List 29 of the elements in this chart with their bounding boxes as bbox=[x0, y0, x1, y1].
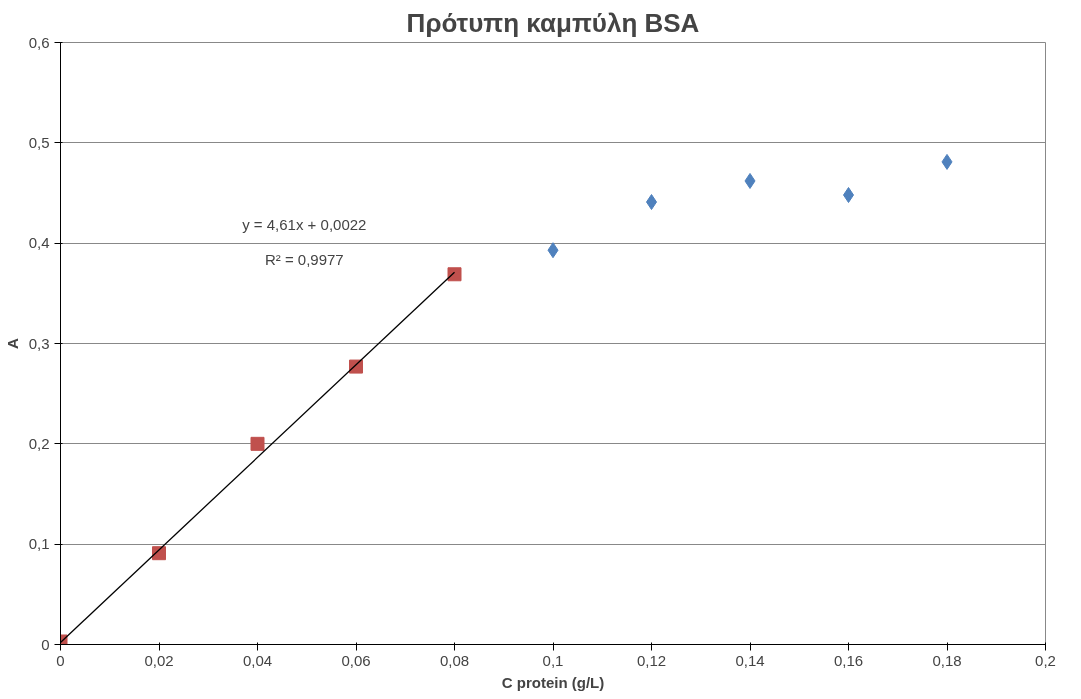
y-tick-label: 0,2 bbox=[28, 434, 50, 452]
x-tick-label: 0,12 bbox=[636, 651, 667, 669]
x-tick-label: 0 bbox=[56, 651, 65, 669]
y-axis-title: A bbox=[3, 337, 21, 349]
y-tick-label: 0,3 bbox=[28, 334, 50, 352]
y-tick-label: 0,5 bbox=[28, 133, 50, 151]
y-tick-label: 0,4 bbox=[28, 234, 50, 252]
x-tick-label: 0,2 bbox=[1035, 651, 1056, 669]
x-tick-label: 0,18 bbox=[932, 651, 962, 669]
x-tick-label: 0,08 bbox=[439, 651, 470, 669]
point bbox=[547, 242, 559, 259]
chart-title: Πρότυπη καμπύλη BSA bbox=[406, 7, 700, 38]
point bbox=[941, 153, 953, 170]
point bbox=[447, 267, 462, 282]
point bbox=[152, 546, 166, 561]
point bbox=[250, 436, 265, 451]
x-tick-label: 0,16 bbox=[833, 651, 864, 669]
x-tick-label: 0,06 bbox=[341, 651, 371, 669]
annotation: y = 4,61x + 0,0022 bbox=[242, 216, 367, 234]
annotation: R² = 0,9977 bbox=[264, 251, 344, 269]
x-tick-label: 0,02 bbox=[144, 651, 174, 669]
point bbox=[744, 172, 756, 189]
x-tick-label: 0,1 bbox=[542, 651, 564, 669]
y-tick-label: 0,6 bbox=[28, 33, 50, 51]
y-tick-label: 0,1 bbox=[28, 535, 50, 553]
x-tick-label: 0,14 bbox=[735, 651, 765, 669]
y-tick-label: 0 bbox=[41, 635, 50, 653]
x-tick-label: 0,04 bbox=[242, 651, 273, 669]
x-axis-title: C protein (g/L) bbox=[501, 673, 605, 691]
